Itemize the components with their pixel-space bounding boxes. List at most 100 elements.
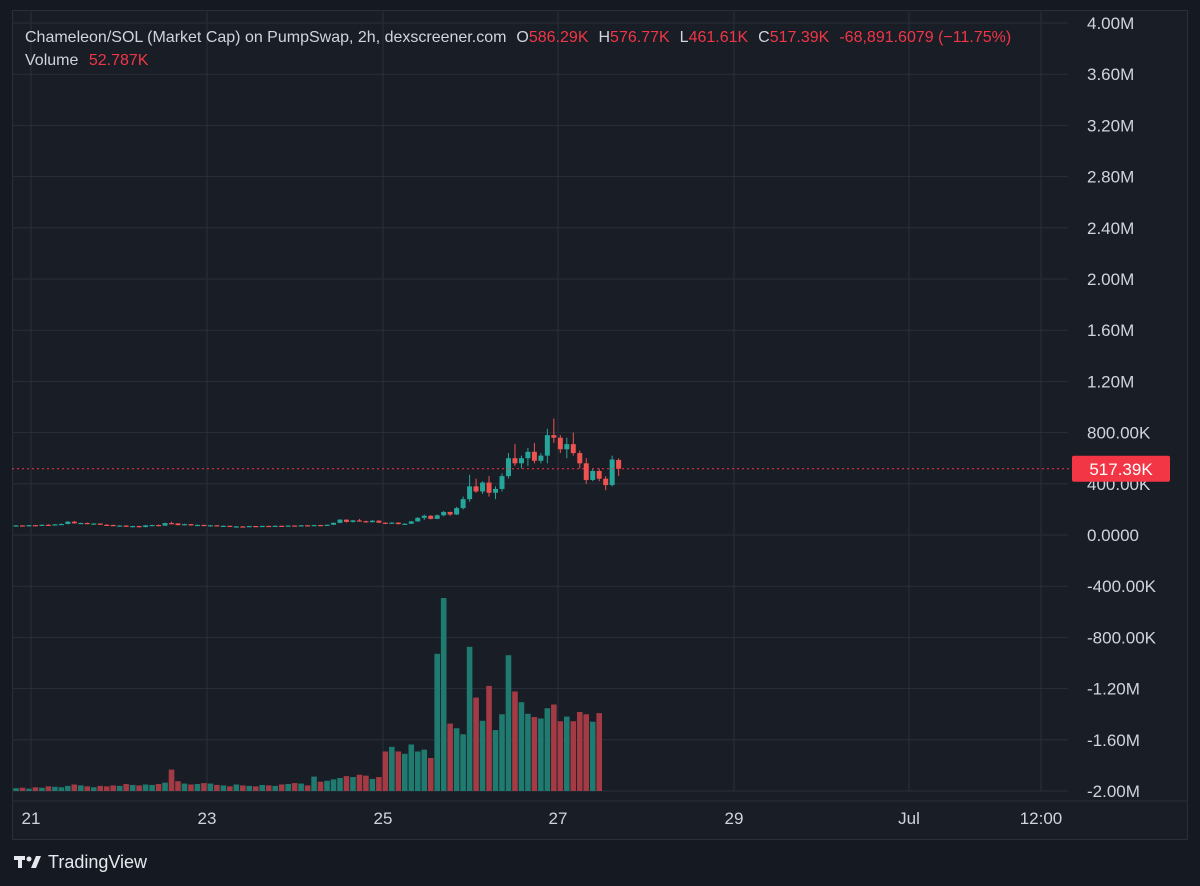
y-tick-label: 3.60M bbox=[1087, 65, 1134, 84]
volume-bar bbox=[175, 781, 181, 791]
candle-body bbox=[343, 519, 349, 522]
candle-body bbox=[447, 511, 453, 515]
volume-bar bbox=[278, 784, 285, 791]
candle-body bbox=[78, 522, 84, 525]
candle-body bbox=[376, 520, 382, 523]
volume-bar bbox=[414, 751, 421, 791]
volume-bar bbox=[181, 783, 188, 791]
tradingview-attribution[interactable]: TradingView bbox=[14, 850, 147, 874]
volume-bar bbox=[557, 721, 564, 791]
y-tick-label: 1.60M bbox=[1087, 321, 1134, 340]
candle-body bbox=[421, 515, 427, 518]
y-tick-label: -400.00K bbox=[1087, 577, 1157, 596]
volume-bar bbox=[538, 718, 544, 791]
candle-body bbox=[557, 437, 563, 450]
volume-bar bbox=[26, 788, 32, 791]
candle-body bbox=[71, 521, 77, 524]
volume-bar bbox=[544, 708, 551, 791]
chart-frame[interactable] bbox=[12, 10, 1188, 840]
volume-bar bbox=[45, 786, 52, 791]
volume-bar bbox=[453, 728, 460, 791]
volume-bar bbox=[13, 788, 19, 791]
candle-body bbox=[408, 521, 414, 524]
grid-lines bbox=[12, 12, 1188, 802]
volume-bar bbox=[551, 704, 557, 791]
candle-body bbox=[609, 459, 615, 486]
volume-bar bbox=[32, 787, 39, 791]
candle-body bbox=[382, 522, 388, 524]
candle-body bbox=[434, 515, 440, 519]
candle-body bbox=[169, 523, 175, 525]
volume-bar bbox=[505, 655, 512, 791]
candle-body bbox=[104, 524, 110, 526]
volume-bar bbox=[220, 785, 227, 791]
volume-bar bbox=[246, 785, 253, 791]
volume-bar bbox=[155, 784, 162, 791]
volume-bar bbox=[19, 787, 26, 791]
volume-bar bbox=[564, 716, 570, 791]
price-axis: 4.00M 3.60M 3.20M 2.80M 2.40M 2.00M 1.60M 1.20M… bbox=[1087, 14, 1157, 801]
candle-body bbox=[220, 525, 226, 527]
candle-body bbox=[259, 525, 265, 528]
volume-bar bbox=[103, 786, 110, 791]
volume-bar bbox=[512, 691, 518, 791]
candle-body bbox=[603, 478, 609, 486]
candle-body bbox=[272, 525, 278, 527]
tradingview-logo-icon bbox=[14, 856, 41, 868]
volume-bar bbox=[363, 775, 369, 791]
volume-bar bbox=[350, 777, 356, 791]
candle-body bbox=[65, 521, 71, 524]
candle-body bbox=[337, 519, 343, 523]
volume-bar bbox=[240, 785, 246, 791]
candle-body bbox=[350, 520, 356, 522]
x-tick-label: 25 bbox=[374, 809, 393, 828]
volume-bar bbox=[317, 781, 324, 791]
candle-body bbox=[110, 525, 116, 527]
volume-bar bbox=[227, 786, 233, 791]
candle-body bbox=[583, 463, 589, 480]
volume-bar bbox=[376, 777, 382, 791]
candle-body bbox=[415, 517, 421, 522]
ohlc-legend: Chameleon/SOL (Market Cap) on PumpSwap, … bbox=[25, 29, 1011, 47]
candle-body bbox=[311, 525, 317, 527]
candle-body bbox=[194, 524, 200, 527]
volume-bar bbox=[330, 779, 337, 791]
y-tick-label: -800.00K bbox=[1087, 628, 1157, 647]
volume-bar bbox=[583, 714, 590, 791]
y-tick-label: 1.20M bbox=[1087, 372, 1134, 391]
volume-bar bbox=[382, 751, 389, 791]
candle-body bbox=[156, 525, 162, 527]
last-price-badge-text: 517.39K bbox=[1089, 460, 1153, 479]
volume-bar bbox=[168, 769, 175, 791]
volume-bar bbox=[356, 774, 363, 791]
volume-bar bbox=[473, 697, 479, 791]
volume-bar bbox=[427, 757, 434, 791]
volume-bar bbox=[460, 734, 466, 791]
candle-body bbox=[590, 471, 596, 480]
last-price-badge: 517.39K bbox=[1072, 455, 1170, 482]
volume-bar bbox=[447, 723, 453, 791]
y-tick-label: 800.00K bbox=[1087, 424, 1151, 443]
candle-body bbox=[143, 525, 149, 528]
candle-body bbox=[499, 476, 505, 489]
volume-bar bbox=[58, 787, 65, 791]
volume-bar bbox=[214, 784, 220, 791]
candle-body bbox=[188, 524, 194, 526]
volume-bar bbox=[259, 784, 266, 791]
volume-bar bbox=[589, 721, 596, 791]
change-value: -68,891.6079 (−11.75%) bbox=[839, 29, 1012, 46]
candle-body bbox=[389, 522, 395, 524]
candle-body bbox=[246, 526, 252, 528]
y-tick-label: -1.20M bbox=[1087, 680, 1140, 699]
volume-bar bbox=[71, 784, 78, 791]
candle-body bbox=[130, 526, 136, 528]
candle-body bbox=[505, 458, 511, 477]
y-tick-label: 3.20M bbox=[1087, 116, 1134, 135]
candle-body bbox=[240, 526, 246, 528]
volume-label: Volume bbox=[25, 52, 79, 69]
candle-body bbox=[538, 455, 544, 461]
candle-body bbox=[473, 486, 479, 492]
low-label: L bbox=[679, 29, 689, 46]
x-tick-label: 12:00 bbox=[1020, 809, 1063, 828]
